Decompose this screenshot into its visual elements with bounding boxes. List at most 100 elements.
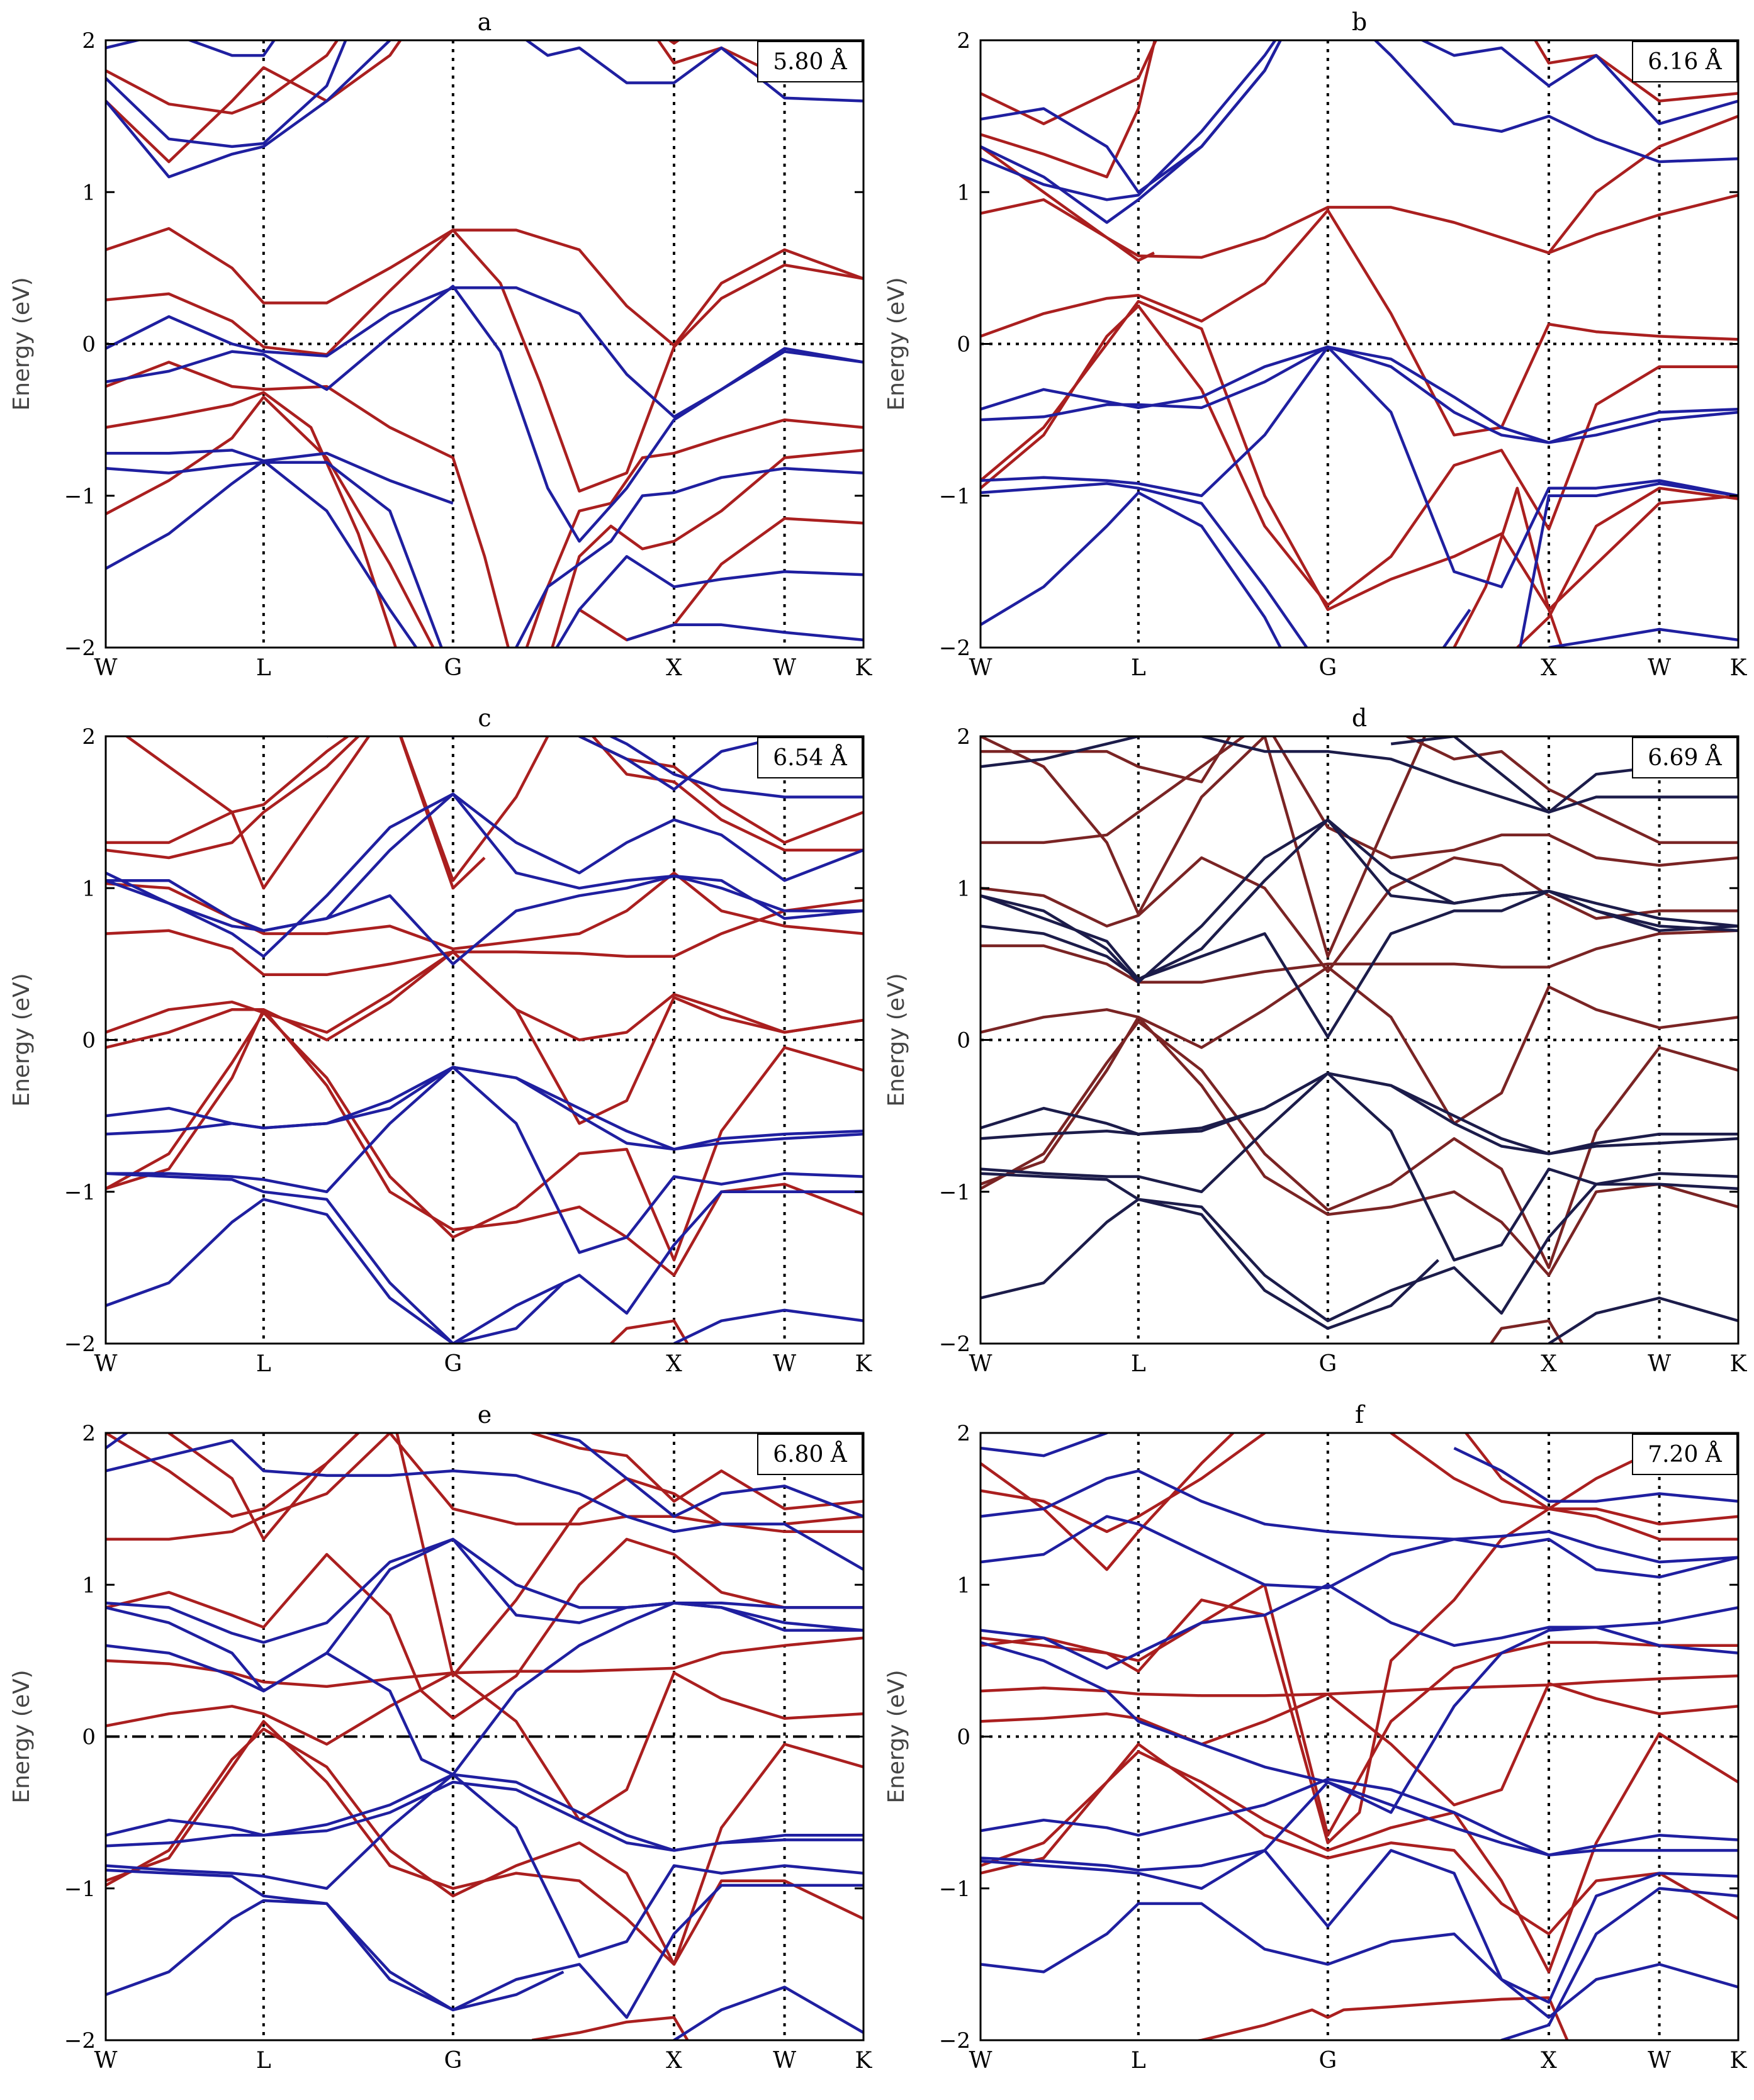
- x-tick-label-G: G: [444, 655, 462, 681]
- band-line-down-16: [106, 1198, 565, 1344]
- y-tick-label: 2: [82, 1421, 96, 1446]
- x-tick-label-G: G: [1318, 655, 1337, 681]
- x-tick-label-W: W: [773, 655, 796, 681]
- band-line-up-4: [106, 395, 435, 648]
- band-line-up-2: [981, 1020, 1738, 1269]
- y-tick-label: −1: [64, 1877, 96, 1902]
- band-line-down-21: [327, 736, 863, 799]
- panel-e: −2 −1 0 1 2 W L G X W K Energy (eV) e 6.80 Å: [9, 1401, 873, 2074]
- bands: [981, 736, 1738, 1344]
- band-line-down-19: [106, 40, 392, 179]
- band-line-up-9: [576, 736, 863, 845]
- y-tick-label: 2: [957, 28, 970, 53]
- band-line-down-22: [1419, 40, 1738, 125]
- panel-title: a: [478, 8, 492, 36]
- y-tick-label: 2: [82, 28, 96, 53]
- y-axis-label: Energy (eV): [9, 277, 35, 410]
- band-line-up-10: [590, 736, 863, 852]
- band-line-down-16: [1548, 627, 1738, 648]
- band-line-down-15: [671, 1985, 863, 2040]
- band-line-up-6: [981, 736, 1427, 958]
- lattice-constant-label: 6.16 Å: [1648, 48, 1723, 75]
- x-tick-label-G: G: [444, 2048, 462, 2074]
- y-tick-label: 0: [957, 1028, 970, 1053]
- band-line-up-1: [981, 965, 1738, 1125]
- panels: −2 −1 0 1 2 W L G X W K Energy (eV) a 5.80 Å −2 −1 0 1 2 W L…: [9, 8, 1748, 2074]
- band-line-down-14: [106, 1065, 863, 1254]
- band-line-down-18: [106, 1601, 863, 1777]
- band-line-down-14: [106, 1899, 565, 2012]
- band-line-up-0: [981, 1674, 1738, 1697]
- lattice-label-box: [1632, 41, 1738, 82]
- band-line-down-11: [106, 1780, 863, 1852]
- y-tick-label: −1: [939, 1877, 970, 1902]
- x-tick-label-W: W: [969, 655, 992, 681]
- band-line-down-18: [106, 792, 863, 933]
- y-tick-label: 0: [82, 332, 96, 357]
- band-line-down-13: [106, 1868, 863, 2019]
- x-tick-label-X: X: [1541, 655, 1557, 681]
- x-tick-label-W: W: [1648, 655, 1671, 681]
- y-tick-label: 0: [82, 1725, 96, 1750]
- y-tick-label: −1: [939, 484, 970, 509]
- band-line-down-17: [106, 1537, 863, 1644]
- band-line-up-1: [981, 1682, 1738, 1807]
- band-line-up-6: [981, 40, 1158, 125]
- band-line-up-0: [106, 899, 863, 977]
- band-line-up-0: [106, 1636, 863, 1688]
- band-line-down-14: [981, 1902, 1738, 2019]
- y-tick-label: −1: [64, 484, 96, 509]
- band-line-down-19: [981, 1515, 1738, 1590]
- band-line-down-19: [981, 40, 1277, 201]
- y-axis-label: Energy (eV): [9, 1670, 35, 1803]
- x-tick-label-L: L: [256, 655, 271, 681]
- band-line-up-8: [106, 40, 339, 115]
- band-line-down-21: [1453, 1447, 1738, 1503]
- x-tick-label-X: X: [1541, 2048, 1557, 2074]
- band-line-up-5: [981, 1583, 1738, 1837]
- lattice-label-box: [1632, 737, 1738, 778]
- band-line-down-17: [981, 1583, 1738, 1670]
- band-line-down-19: [106, 792, 863, 958]
- y-tick-label: −2: [939, 636, 970, 661]
- y-tick-label: 1: [957, 1573, 970, 1598]
- band-line-up-3: [106, 391, 398, 648]
- band-line-down-15: [106, 449, 454, 505]
- y-tick-label: 2: [82, 724, 96, 750]
- x-tick-label-G: G: [444, 1351, 462, 1377]
- band-line-down-22: [578, 736, 792, 791]
- x-tick-label-K: K: [855, 655, 873, 681]
- band-line-up-6: [578, 517, 863, 642]
- band-line-down-18: [981, 889, 1738, 1038]
- x-tick-label-G: G: [1318, 2048, 1337, 2074]
- bands: [106, 1433, 863, 2040]
- band-line-up-6: [106, 1433, 361, 1518]
- x-tick-label-L: L: [256, 2048, 271, 2074]
- band-line-up-0: [981, 929, 1738, 984]
- band-line-up-3: [981, 300, 1738, 611]
- panel-title: d: [1352, 704, 1367, 732]
- band-line-up-10: [1548, 115, 1738, 254]
- y-tick-label: 1: [82, 180, 96, 205]
- band-line-up-7: [981, 736, 1232, 783]
- band-line-down-11: [981, 1777, 1738, 1856]
- lattice-constant-label: 6.80 Å: [773, 1441, 848, 1468]
- x-tick-label-X: X: [666, 2048, 682, 2074]
- band-line-up-7: [981, 1433, 1267, 1534]
- lattice-label-box: [757, 1434, 863, 1475]
- band-line-up-4: [981, 1507, 1738, 1845]
- band-line-up-2: [106, 361, 863, 648]
- band-line-down-20: [106, 874, 863, 966]
- y-tick-label: 1: [957, 180, 970, 205]
- band-line-down-14: [981, 1198, 1439, 1330]
- y-tick-label: 1: [82, 1573, 96, 1598]
- band-line-down-18: [981, 1469, 1738, 1579]
- band-line-down-17: [673, 1308, 863, 1344]
- panel-b: −2 −1 0 1 2 W L G X W K Energy (eV) b 6.16 Å: [884, 8, 1748, 681]
- x-tick-label-K: K: [1730, 2048, 1748, 2074]
- band-line-up-10: [1189, 1996, 1569, 2040]
- x-tick-label-K: K: [855, 1351, 873, 1377]
- band-line-up-8: [530, 1433, 863, 1510]
- y-tick-label: −1: [64, 1180, 96, 1205]
- band-line-down-15: [1498, 1887, 1738, 2040]
